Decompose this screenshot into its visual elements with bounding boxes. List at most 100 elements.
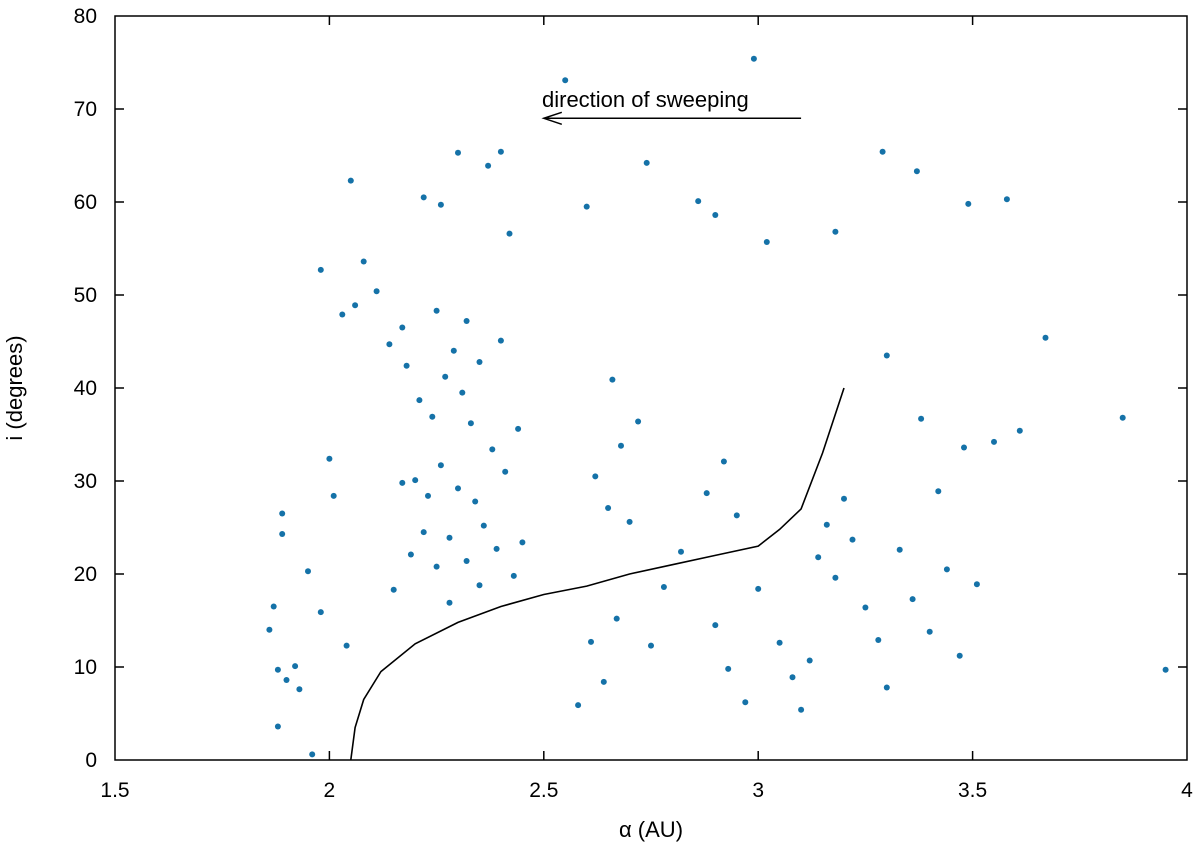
data-point [347,177,354,184]
x-tick-label: 3.5 [958,779,987,802]
data-point [862,604,869,611]
data-point [798,706,805,713]
data-point [476,359,483,365]
data-point [703,490,710,497]
data-point [279,510,286,517]
data-point [1162,666,1169,673]
data-point [626,518,633,525]
data-point [476,582,483,589]
scatter-points [266,55,1169,758]
data-point [733,512,740,519]
data-point [519,539,526,546]
data-point [506,230,513,237]
data-point [695,198,702,205]
data-point [613,615,620,622]
y-tick-label: 0 [85,749,97,772]
data-point [270,603,277,610]
data-point [433,307,440,314]
data-point [909,596,916,603]
data-point [1016,427,1023,434]
data-point [420,194,427,201]
data-point [305,568,311,575]
data-point [489,446,496,453]
data-point [918,415,925,422]
data-point [472,498,479,505]
data-point [309,751,316,758]
data-point [720,458,727,465]
x-tick-label: 1.5 [100,779,129,802]
data-point [643,159,650,166]
data-point [279,531,286,537]
y-tick-label: 10 [74,656,97,679]
y-tick-label: 80 [74,5,97,28]
data-point [763,239,770,245]
y-tick-label: 20 [74,563,97,586]
data-point [399,479,406,486]
data-point [789,674,796,681]
data-point [609,376,616,383]
data-point [403,362,410,369]
data-point [437,462,444,469]
data-point [450,347,457,354]
data-point [330,492,337,499]
y-tick-label: 60 [74,191,97,214]
data-point [1042,334,1049,341]
annotation-text: direction of sweeping [542,87,749,112]
data-point [956,652,963,659]
data-point [943,566,950,573]
data-point [399,324,406,331]
data-point [562,77,569,84]
data-point [420,529,427,536]
data-point [485,162,492,169]
data-point [776,639,783,646]
data-point [883,352,890,359]
annotation-layer: direction of sweeping [541,87,802,126]
data-point [815,554,822,561]
data-point [832,574,839,581]
data-point [583,203,590,210]
data-point [510,572,517,579]
y-tick-label: 50 [74,284,97,307]
data-point [849,536,856,543]
data-point [442,373,449,380]
y-tick-label: 70 [74,98,97,121]
data-point [283,677,290,683]
data-point [883,684,890,691]
data-point [660,584,667,590]
x-tick-label: 2 [324,779,336,802]
data-point [605,505,612,511]
x-tick-label: 2.5 [529,779,558,802]
data-point [712,622,719,629]
data-point [339,311,346,318]
x-tick-label: 4 [1181,779,1193,802]
data-point [750,55,757,62]
data-point [575,702,582,709]
data-point [712,212,719,218]
data-point [592,473,599,480]
data-point [1003,196,1010,203]
data-point [292,663,299,670]
data-point [618,442,624,449]
data-point [317,266,324,273]
data-point [433,563,440,570]
data-point [343,642,350,649]
data-point [502,468,509,475]
data-point [360,258,367,265]
data-point [600,678,607,685]
y-tick-label: 30 [74,470,97,493]
data-point [455,149,461,156]
data-point [463,558,470,564]
data-point [515,425,522,432]
data-point [678,548,684,555]
data-point [463,318,470,324]
data-point [467,420,474,427]
data-point [896,546,903,553]
data-point [425,492,431,499]
data-point [326,455,333,462]
data-point [875,637,882,643]
x-axis-title: α (AU) [619,817,683,842]
data-point [823,521,830,528]
data-point [965,200,972,207]
data-point [386,341,393,348]
